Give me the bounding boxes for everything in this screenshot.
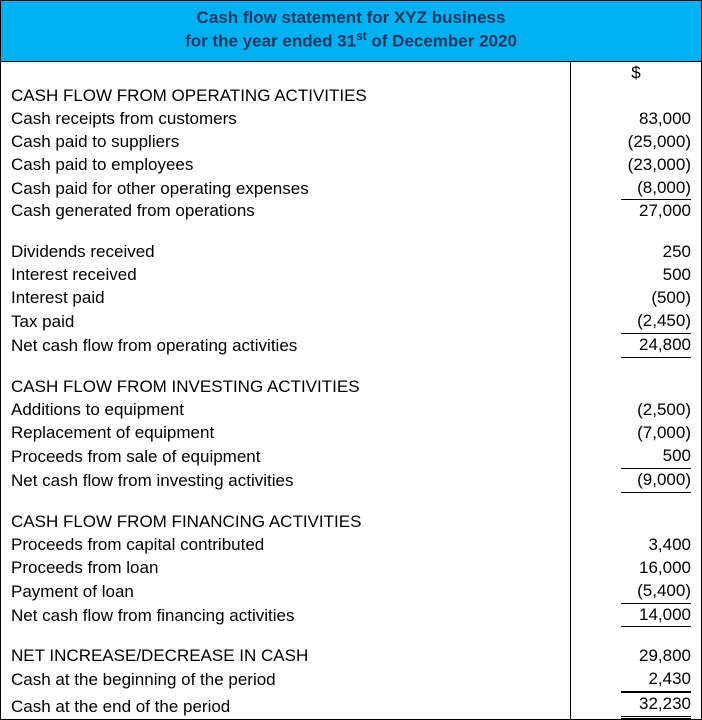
header-row: $ bbox=[1, 62, 701, 85]
label-cell: Net cash flow from operating activities bbox=[1, 334, 571, 358]
spacer-row bbox=[1, 493, 701, 511]
table-row: Net cash flow from investing activities(… bbox=[1, 469, 701, 493]
amount-cell bbox=[571, 85, 702, 108]
amount-cell: (8,000) bbox=[571, 177, 702, 201]
amount-cell: 250 bbox=[571, 241, 702, 264]
amount-cell: 32,230 bbox=[571, 692, 702, 719]
label-cell: Proceeds from capital contributed bbox=[1, 534, 571, 557]
table-row: Interest received500 bbox=[1, 264, 701, 287]
table-row: CASH FLOW FROM FINANCING ACTIVITIES bbox=[1, 511, 701, 534]
amount-cell: 14,000 bbox=[571, 604, 702, 628]
amount-cell: (23,000) bbox=[571, 154, 702, 177]
table-row: Tax paid(2,450) bbox=[1, 310, 701, 334]
amount-cell bbox=[571, 376, 702, 399]
currency-header: $ bbox=[571, 62, 702, 85]
cash-flow-statement: Cash flow statement for XYZ business for… bbox=[0, 0, 702, 720]
label-cell: Proceeds from loan bbox=[1, 557, 571, 580]
table-row: Proceeds from capital contributed3,400 bbox=[1, 534, 701, 557]
title-bar: Cash flow statement for XYZ business for… bbox=[1, 1, 701, 62]
label-cell: CASH FLOW FROM FINANCING ACTIVITIES bbox=[1, 511, 571, 534]
label-cell: Cash at the beginning of the period bbox=[1, 668, 571, 692]
label-cell: Cash paid for other operating expenses bbox=[1, 177, 571, 201]
label-cell: Replacement of equipment bbox=[1, 422, 571, 445]
table-row: Cash paid to suppliers(25,000) bbox=[1, 131, 701, 154]
amount-cell: (2,450) bbox=[571, 310, 702, 334]
table-row: Net cash flow from operating activities2… bbox=[1, 334, 701, 358]
amount-cell: (500) bbox=[571, 287, 702, 310]
amount-cell: (2,500) bbox=[571, 399, 702, 422]
amount-cell: 29,800 bbox=[571, 645, 702, 668]
table-row: CASH FLOW FROM INVESTING ACTIVITIES bbox=[1, 376, 701, 399]
label-cell: Interest paid bbox=[1, 287, 571, 310]
amount-cell: (25,000) bbox=[571, 131, 702, 154]
amount-cell: 3,400 bbox=[571, 534, 702, 557]
label-cell: CASH FLOW FROM OPERATING ACTIVITIES bbox=[1, 85, 571, 108]
label-cell: Additions to equipment bbox=[1, 399, 571, 422]
spacer-row bbox=[1, 223, 701, 241]
table-row: Additions to equipment(2,500) bbox=[1, 399, 701, 422]
table-row: Proceeds from sale of equipment500 bbox=[1, 445, 701, 469]
statement-body: $CASH FLOW FROM OPERATING ACTIVITIESCash… bbox=[1, 62, 701, 719]
label-cell: Payment of loan bbox=[1, 580, 571, 604]
amount-cell: (7,000) bbox=[571, 422, 702, 445]
table-row: Cash at the end of the period32,230 bbox=[1, 692, 701, 719]
label-cell: Tax paid bbox=[1, 310, 571, 334]
table-row: Cash generated from operations27,000 bbox=[1, 200, 701, 223]
label-cell: Cash paid to suppliers bbox=[1, 131, 571, 154]
label-cell: Net cash flow from investing activities bbox=[1, 469, 571, 493]
amount-cell: 24,800 bbox=[571, 334, 702, 358]
table-row: Cash at the beginning of the period2,430 bbox=[1, 668, 701, 692]
table-row: Net cash flow from financing activities1… bbox=[1, 604, 701, 628]
title-line-2: for the year ended 31st of December 2020 bbox=[5, 29, 697, 53]
table-row: Cash receipts from customers83,000 bbox=[1, 108, 701, 131]
label-cell: Cash receipts from customers bbox=[1, 108, 571, 131]
amount-cell: 83,000 bbox=[571, 108, 702, 131]
table-row: Dividends received250 bbox=[1, 241, 701, 264]
amount-cell: 16,000 bbox=[571, 557, 702, 580]
table-row: CASH FLOW FROM OPERATING ACTIVITIES bbox=[1, 85, 701, 108]
label-cell: Proceeds from sale of equipment bbox=[1, 445, 571, 469]
amount-cell: 2,430 bbox=[571, 668, 702, 692]
label-cell: Cash at the end of the period bbox=[1, 692, 571, 719]
label-cell: Interest received bbox=[1, 264, 571, 287]
label-cell: Net cash flow from financing activities bbox=[1, 604, 571, 628]
amount-cell: 500 bbox=[571, 264, 702, 287]
table-row: Cash paid to employees(23,000) bbox=[1, 154, 701, 177]
amount-cell: 500 bbox=[571, 445, 702, 469]
table-row: Cash paid for other operating expenses(8… bbox=[1, 177, 701, 201]
amount-cell: (9,000) bbox=[571, 469, 702, 493]
label-cell: Dividends received bbox=[1, 241, 571, 264]
spacer-row bbox=[1, 358, 701, 376]
table-row: Proceeds from loan16,000 bbox=[1, 557, 701, 580]
amount-cell: 27,000 bbox=[571, 200, 702, 223]
label-cell: Cash generated from operations bbox=[1, 200, 571, 223]
spacer-row bbox=[1, 627, 701, 645]
table-row: NET INCREASE/DECREASE IN CASH29,800 bbox=[1, 645, 701, 668]
label-cell: CASH FLOW FROM INVESTING ACTIVITIES bbox=[1, 376, 571, 399]
title-line-1: Cash flow statement for XYZ business bbox=[5, 7, 697, 29]
table-row: Payment of loan(5,400) bbox=[1, 580, 701, 604]
amount-cell: (5,400) bbox=[571, 580, 702, 604]
table-row: Interest paid(500) bbox=[1, 287, 701, 310]
amount-cell bbox=[571, 511, 702, 534]
table-row: Replacement of equipment(7,000) bbox=[1, 422, 701, 445]
label-cell: NET INCREASE/DECREASE IN CASH bbox=[1, 645, 571, 668]
label-cell: Cash paid to employees bbox=[1, 154, 571, 177]
